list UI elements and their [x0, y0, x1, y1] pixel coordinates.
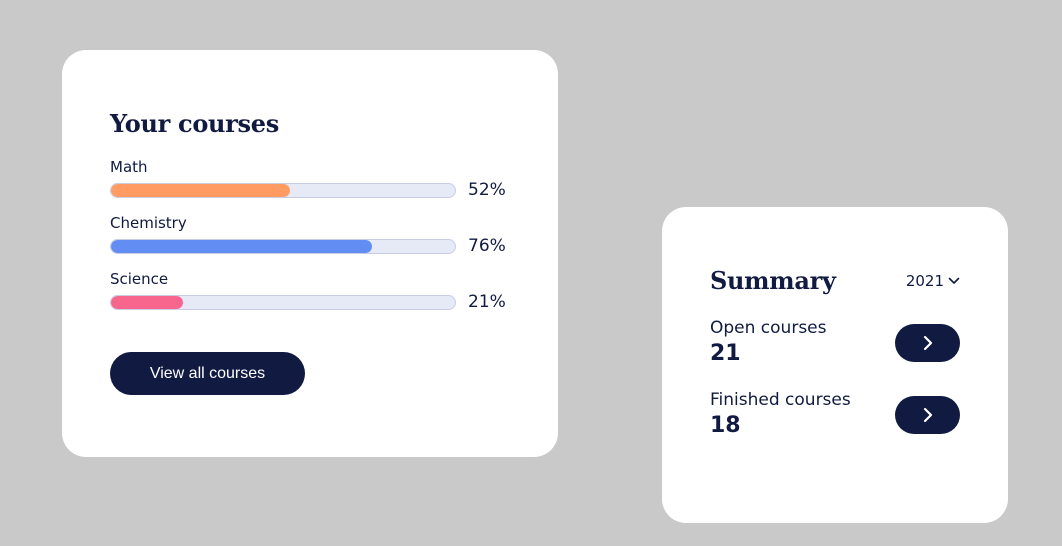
- summary-item-open-courses: Open courses 21: [710, 317, 960, 369]
- courses-title: Your courses: [110, 109, 279, 138]
- progress-fill: [111, 295, 184, 309]
- progress-bar: [110, 238, 456, 254]
- course-name: Science: [110, 270, 169, 288]
- summary-value: 21: [710, 341, 741, 366]
- summary-label: Open courses: [710, 318, 827, 338]
- progress-fill: [111, 183, 290, 197]
- summary-value: 18: [710, 413, 741, 438]
- progress-percent: 21%: [468, 292, 506, 312]
- open-courses-button[interactable]: [895, 324, 960, 362]
- course-math: Math 52%: [110, 158, 510, 202]
- courses-card: Your courses Math 52% Chemistry 76% Scie…: [62, 50, 558, 457]
- progress-percent: 52%: [468, 180, 506, 200]
- chevron-right-icon: [923, 335, 932, 351]
- course-chemistry: Chemistry 76%: [110, 214, 510, 258]
- year-value: 2021: [905, 272, 944, 290]
- finished-courses-button[interactable]: [895, 396, 960, 434]
- summary-item-finished-courses: Finished courses 18: [710, 389, 960, 441]
- progress-percent: 76%: [468, 236, 506, 256]
- chevron-right-icon: [923, 407, 932, 423]
- chevron-down-icon: [948, 277, 960, 284]
- progress-bar: [110, 294, 456, 310]
- course-name: Chemistry: [110, 214, 187, 232]
- summary-title: Summary: [710, 266, 836, 295]
- progress-fill: [111, 239, 373, 253]
- progress-bar: [110, 182, 456, 198]
- course-name: Math: [110, 158, 148, 176]
- summary-card: Summary 2021 Open courses 21 Finished co…: [662, 207, 1008, 523]
- year-select[interactable]: 2021: [906, 272, 960, 290]
- view-all-courses-button[interactable]: View all courses: [110, 352, 305, 395]
- summary-label: Finished courses: [710, 390, 851, 410]
- course-science: Science 21%: [110, 270, 510, 314]
